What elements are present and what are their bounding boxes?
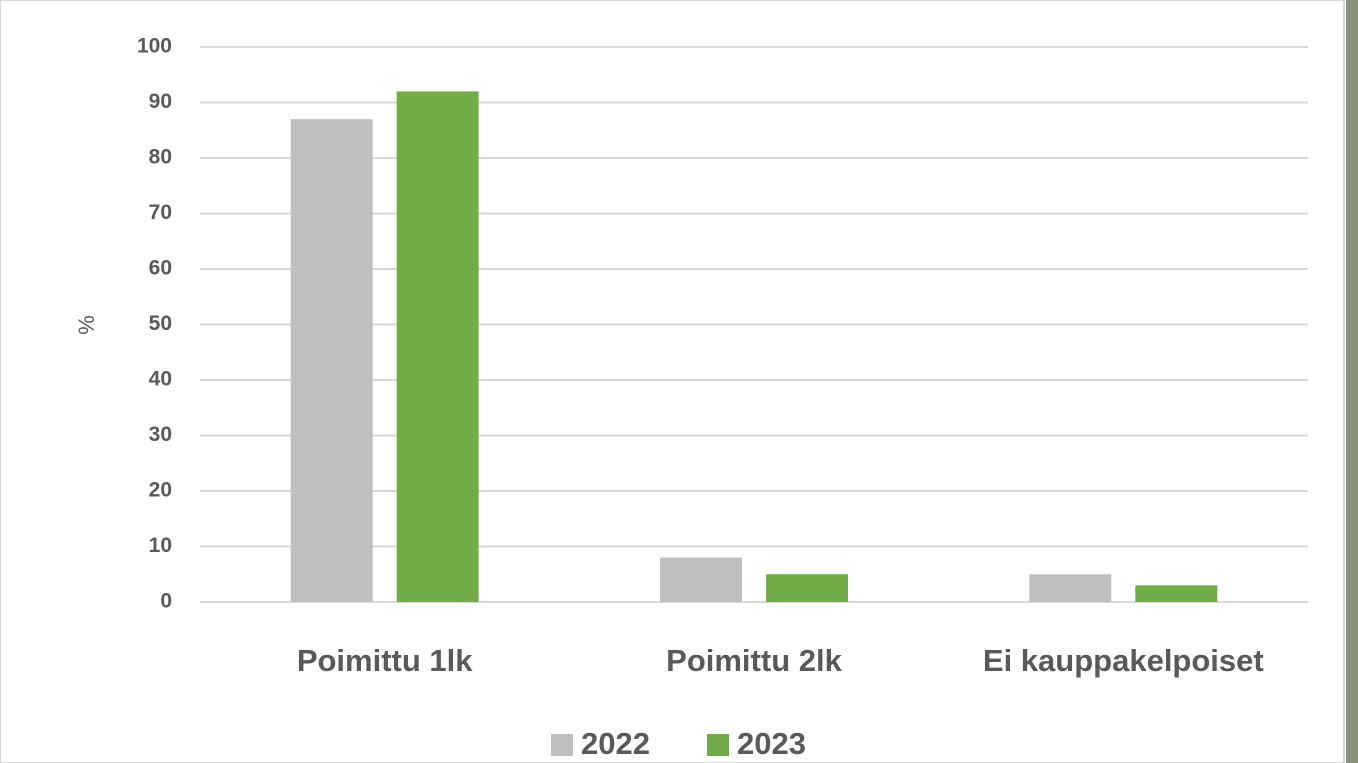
bar <box>396 91 479 603</box>
y-tick-label: 20 <box>149 479 172 502</box>
y-tick-label: 80 <box>149 146 172 169</box>
y-tick-label: 70 <box>149 201 172 224</box>
bar <box>290 119 373 603</box>
y-tick-label: 10 <box>149 534 172 557</box>
y-tick-label: 40 <box>149 368 172 391</box>
bar <box>766 574 848 602</box>
y-tick-label: 60 <box>149 257 172 280</box>
legend-label: 2022 <box>581 726 650 761</box>
x-tick-label: Poimittu 2lk <box>666 643 842 678</box>
y-axis-label: % <box>74 315 99 335</box>
legend-swatch <box>707 734 729 756</box>
bar <box>1135 585 1218 602</box>
background-strip <box>1346 0 1358 763</box>
y-tick-label: 100 <box>137 35 172 58</box>
y-tick-label: 90 <box>149 90 172 113</box>
x-tick-label: Poimittu 1lk <box>297 643 473 678</box>
y-tick-label: 0 <box>160 590 172 613</box>
bar <box>660 557 742 602</box>
bar <box>1029 574 1112 602</box>
legend-swatch <box>551 734 573 756</box>
y-tick-label: 30 <box>149 423 172 446</box>
y-tick-label: 50 <box>149 312 172 335</box>
x-tick-label: Ei kauppakelpoiset <box>983 643 1264 678</box>
legend-label: 2023 <box>737 726 806 761</box>
